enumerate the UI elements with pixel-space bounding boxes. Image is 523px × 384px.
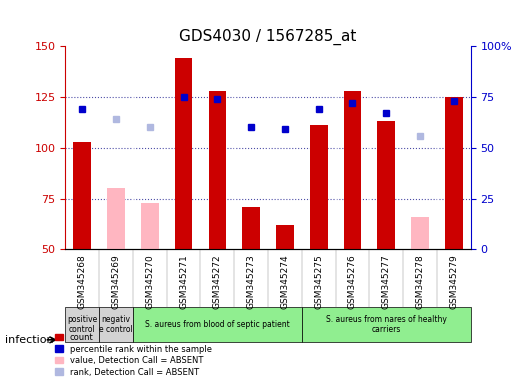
Bar (310, 125, 327, 249)
Text: GSM345275: GSM345275 (314, 254, 323, 309)
Text: GSM345274: GSM345274 (280, 254, 289, 309)
Text: S. aureus from nares of healthy
carriers: S. aureus from nares of healthy carriers (326, 314, 447, 334)
Text: GSM345270: GSM345270 (145, 254, 154, 309)
Bar (73, 142, 91, 249)
Bar (242, 207, 260, 249)
Text: GSM345268: GSM345268 (78, 254, 87, 309)
Text: GSM345273: GSM345273 (247, 254, 256, 309)
Text: GSM345278: GSM345278 (416, 254, 425, 309)
Bar (209, 91, 226, 249)
Text: GSM345269: GSM345269 (111, 254, 120, 309)
Title: GDS4030 / 1567285_at: GDS4030 / 1567285_at (179, 28, 357, 45)
Text: GSM345279: GSM345279 (449, 254, 458, 309)
Text: S. aureus from blood of septic patient: S. aureus from blood of septic patient (145, 320, 290, 329)
Legend: count, percentile rank within the sample, value, Detection Call = ABSENT, rank, : count, percentile rank within the sample… (51, 330, 215, 380)
FancyBboxPatch shape (133, 307, 302, 342)
Text: positive
control: positive control (67, 314, 97, 334)
FancyBboxPatch shape (65, 307, 99, 342)
Text: GSM345276: GSM345276 (348, 254, 357, 309)
Bar (141, 203, 158, 249)
Text: infection: infection (5, 335, 54, 345)
Bar (276, 225, 294, 249)
Text: GSM345272: GSM345272 (213, 254, 222, 309)
FancyBboxPatch shape (99, 307, 133, 342)
FancyBboxPatch shape (302, 307, 471, 342)
Bar (175, 58, 192, 249)
Bar (411, 217, 429, 249)
Bar (445, 97, 463, 249)
Bar (378, 121, 395, 249)
Text: GSM345277: GSM345277 (382, 254, 391, 309)
Text: negativ
e control: negativ e control (99, 314, 133, 334)
Text: GSM345271: GSM345271 (179, 254, 188, 309)
Bar (107, 189, 125, 249)
Bar (344, 91, 361, 249)
